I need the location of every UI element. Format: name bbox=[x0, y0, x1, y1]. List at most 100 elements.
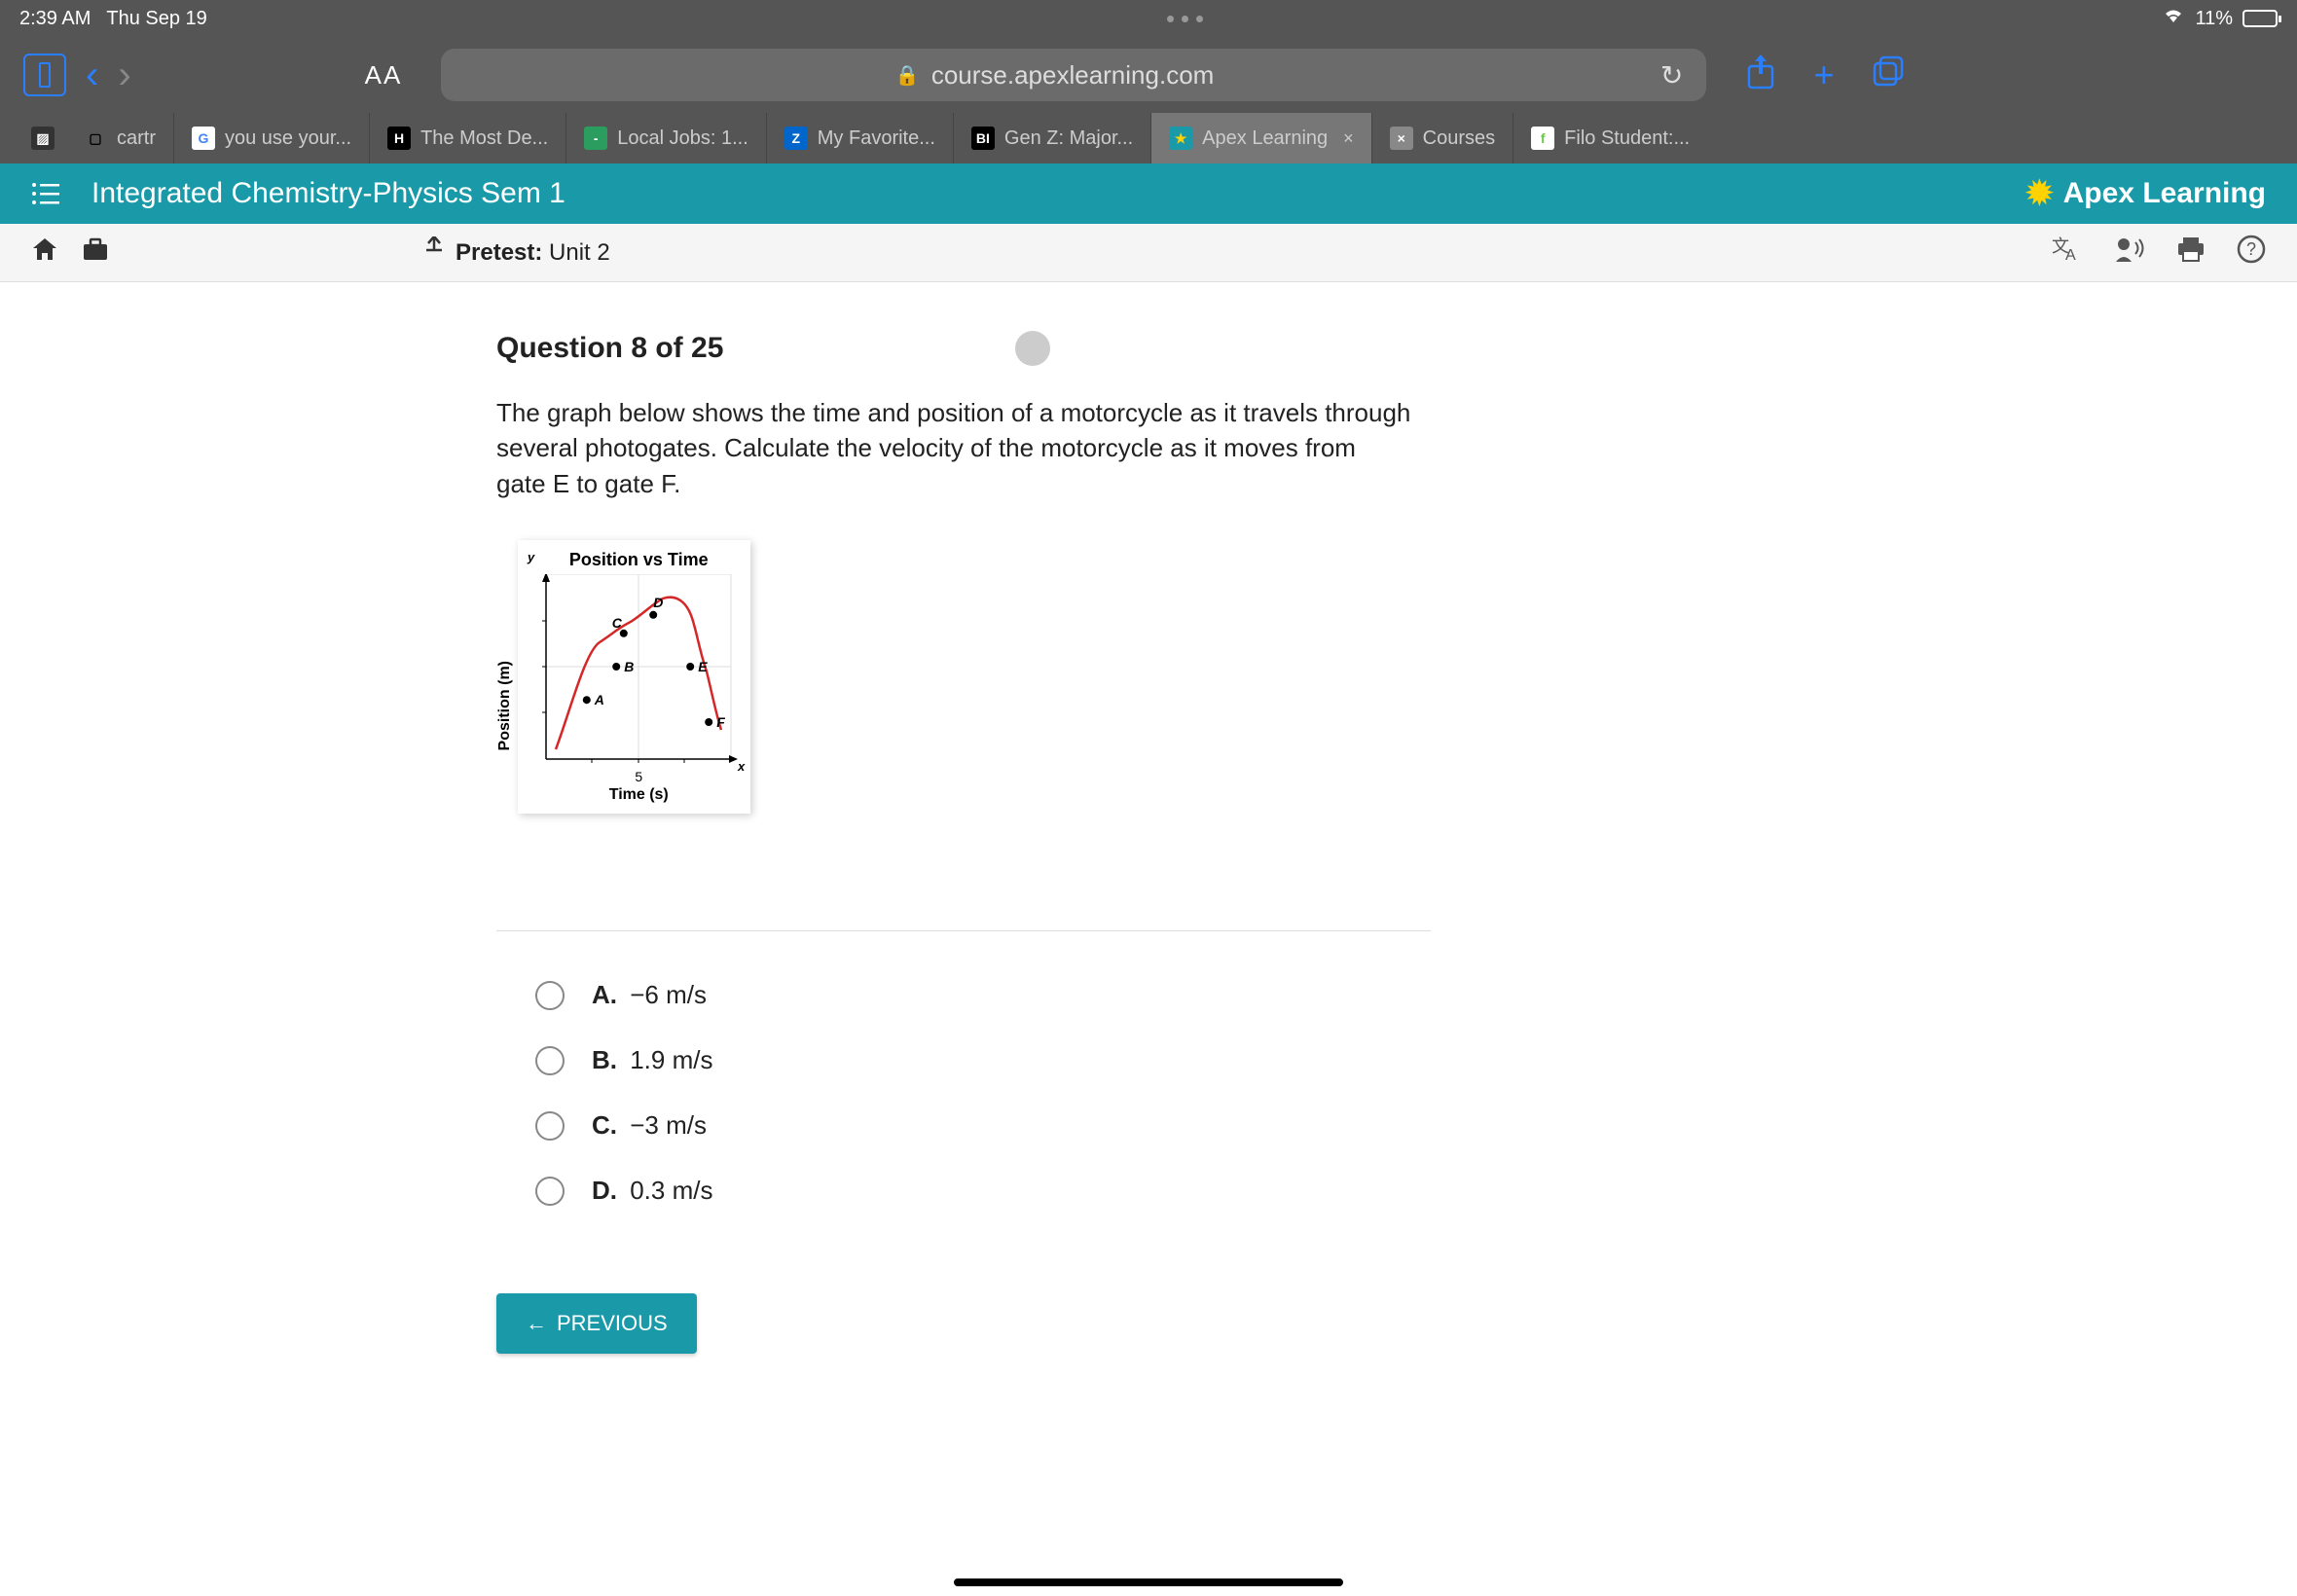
favicon: - bbox=[584, 127, 607, 150]
chart-xlabel: Time (s) bbox=[536, 786, 741, 804]
tabs-icon[interactable] bbox=[1871, 54, 1906, 97]
x-axis-letter: x bbox=[738, 759, 745, 774]
tab-label: Courses bbox=[1423, 127, 1495, 150]
battery-pct: 11% bbox=[2195, 8, 2233, 30]
translate-icon[interactable]: 文A bbox=[2052, 235, 2083, 272]
radio-icon bbox=[535, 981, 565, 1010]
course-header: Integrated Chemistry-Physics Sem 1 ✹ Ape… bbox=[0, 163, 2297, 224]
tab-5[interactable]: BI Gen Z: Major... bbox=[953, 113, 1150, 163]
options-list: A. −6 m/s B. 1.9 m/s C. −3 m/s D. 0.3 m/s bbox=[496, 980, 2297, 1206]
tab-label: Apex Learning bbox=[1202, 127, 1328, 150]
svg-text:D: D bbox=[653, 595, 663, 610]
arrow-left-icon: ← bbox=[526, 1311, 547, 1336]
option-text: D. 0.3 m/s bbox=[592, 1176, 712, 1206]
apex-brand: Apex Learning bbox=[2063, 177, 2266, 210]
svg-text:E: E bbox=[698, 659, 708, 674]
option-text: C. −3 m/s bbox=[592, 1110, 707, 1141]
text-size-button[interactable]: AA bbox=[365, 60, 403, 91]
tab-label: My Favorite... bbox=[818, 127, 935, 150]
new-tab-icon[interactable]: + bbox=[1813, 54, 1834, 95]
apex-logo[interactable]: ✹ Apex Learning bbox=[2025, 174, 2266, 213]
divider bbox=[496, 930, 1431, 931]
y-axis-letter: y bbox=[528, 550, 534, 564]
tab-6[interactable]: ★ Apex Learning × bbox=[1150, 113, 1371, 163]
favicon: BI bbox=[971, 127, 995, 150]
option-c[interactable]: C. −3 m/s bbox=[535, 1110, 2297, 1141]
home-icon[interactable] bbox=[31, 236, 58, 270]
previous-label: PREVIOUS bbox=[557, 1311, 668, 1336]
tab-4[interactable]: Z My Favorite... bbox=[766, 113, 953, 163]
chart-title: Position vs Time bbox=[536, 550, 741, 570]
svg-text:A: A bbox=[2065, 247, 2076, 264]
battery-icon bbox=[2242, 10, 2278, 27]
option-a[interactable]: A. −6 m/s bbox=[535, 980, 2297, 1010]
briefcase-icon[interactable] bbox=[82, 236, 109, 269]
pretest-bar: Pretest: Unit 2 文A ? bbox=[0, 224, 2297, 282]
tab-1[interactable]: Gyou use your... bbox=[173, 113, 369, 163]
favicon: × bbox=[1390, 127, 1413, 150]
status-time: 2:39 AM bbox=[19, 8, 91, 30]
tab-label: Local Jobs: 1... bbox=[617, 127, 748, 150]
svg-text:A: A bbox=[594, 692, 604, 707]
svg-text:?: ? bbox=[2246, 239, 2256, 259]
tab-3[interactable]: -Local Jobs: 1... bbox=[565, 113, 766, 163]
tab-label: cartr bbox=[117, 127, 156, 150]
back-button[interactable]: ‹ bbox=[86, 54, 98, 97]
browser-toolbar: ‹ › AA 🔒 course.apexlearning.com ↻ + bbox=[0, 37, 2297, 113]
tab-7[interactable]: × Courses bbox=[1371, 113, 1513, 163]
course-title: Integrated Chemistry-Physics Sem 1 bbox=[91, 177, 565, 210]
chart-svg: 5 ABCDEF bbox=[536, 574, 741, 769]
url-bar[interactable]: 🔒 course.apexlearning.com ↻ bbox=[441, 49, 1706, 101]
option-b[interactable]: B. 1.9 m/s bbox=[535, 1045, 2297, 1075]
previous-button[interactable]: ← PREVIOUS bbox=[496, 1293, 697, 1354]
pretest-label: Pretest: Unit 2 bbox=[456, 239, 610, 267]
favicon: ★ bbox=[1169, 127, 1192, 150]
xtick-label: 5 bbox=[635, 769, 642, 784]
print-icon[interactable] bbox=[2176, 236, 2206, 271]
menu-icon[interactable] bbox=[31, 182, 60, 205]
read-aloud-icon[interactable] bbox=[2114, 235, 2145, 272]
radio-icon bbox=[535, 1111, 565, 1141]
question-text: The graph below shows the time and posit… bbox=[496, 395, 1411, 501]
tab-label: Filo Student:... bbox=[1564, 127, 1690, 150]
progress-indicator bbox=[1015, 331, 1050, 366]
tab-2[interactable]: HThe Most De... bbox=[369, 113, 565, 163]
lock-icon: 🔒 bbox=[895, 63, 920, 88]
status-date: Thu Sep 19 bbox=[106, 8, 206, 30]
tab-label: Gen Z: Major... bbox=[1004, 127, 1133, 150]
tabs-bar: ▨ ▢cartrGyou use your...HThe Most De...-… bbox=[0, 113, 2297, 163]
favicon: Z bbox=[784, 127, 808, 150]
share-icon[interactable] bbox=[1745, 53, 1776, 98]
tab-8[interactable]: f Filo Student:... bbox=[1513, 113, 1707, 163]
option-text: B. 1.9 m/s bbox=[592, 1045, 712, 1075]
tab-prefix: ▨ bbox=[19, 113, 66, 163]
chart-ylabel: Position (m) bbox=[496, 661, 514, 750]
url-text: course.apexlearning.com bbox=[931, 60, 1215, 91]
tab-0[interactable]: ▢ cartr bbox=[66, 113, 173, 163]
tab-label: you use your... bbox=[225, 127, 351, 150]
svg-text:B: B bbox=[624, 659, 634, 674]
content-area: Question 8 of 25 The graph below shows t… bbox=[0, 282, 2297, 1354]
option-d[interactable]: D. 0.3 m/s bbox=[535, 1176, 2297, 1206]
forward-button: › bbox=[118, 54, 130, 97]
home-indicator[interactable] bbox=[954, 1578, 1343, 1586]
reload-icon[interactable]: ↻ bbox=[1660, 59, 1683, 91]
wifi-icon bbox=[2162, 7, 2185, 30]
radio-icon bbox=[535, 1177, 565, 1206]
favicon: G bbox=[192, 127, 215, 150]
radio-icon bbox=[535, 1046, 565, 1075]
favicon: ▢ bbox=[84, 127, 107, 150]
option-text: A. −6 m/s bbox=[592, 980, 707, 1010]
svg-text:C: C bbox=[612, 615, 623, 631]
apex-star-icon: ✹ bbox=[2025, 174, 2054, 213]
question-number: Question 8 of 25 bbox=[496, 332, 723, 365]
favicon: f bbox=[1531, 127, 1554, 150]
sidebar-toggle-icon[interactable] bbox=[23, 54, 66, 96]
status-bar: 2:39 AM Thu Sep 19 11% bbox=[0, 0, 2297, 37]
chart: y Position vs Time bbox=[518, 540, 750, 814]
camera-indicator bbox=[1167, 16, 1203, 22]
help-icon[interactable]: ? bbox=[2237, 235, 2266, 272]
pretest-back-icon[interactable] bbox=[424, 236, 444, 269]
favicon: H bbox=[387, 127, 411, 150]
close-icon[interactable]: × bbox=[1343, 128, 1354, 149]
